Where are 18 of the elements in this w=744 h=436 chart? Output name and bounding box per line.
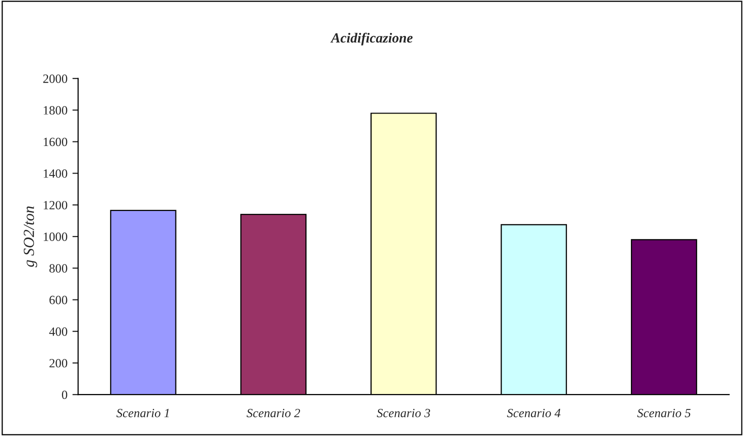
x-tick-label: Scenario 5 xyxy=(637,408,691,418)
y-axis-title: g SO2/ton xyxy=(24,206,38,268)
x-tick-label: Scenario 4 xyxy=(507,408,560,418)
y-tick-label: 1200 xyxy=(44,200,68,210)
y-tick-label: 1400 xyxy=(44,169,68,178)
y-tick-label: 1000 xyxy=(44,232,68,241)
y-tick-label: 200 xyxy=(50,358,68,368)
y-tick-label: 400 xyxy=(49,327,68,336)
x-tick-label: Scenario 2 xyxy=(246,408,300,418)
y-tick-label: 800 xyxy=(49,264,68,273)
y-tick-label: 1800 xyxy=(44,106,68,115)
y-tick-label: 0 xyxy=(62,390,68,400)
chart-title: Acidificazione xyxy=(330,32,413,46)
y-tick-label: 600 xyxy=(49,296,68,304)
x-tick-label: Scenario 1 xyxy=(116,408,169,418)
y-tick-label: 1600 xyxy=(44,138,68,146)
y-tick-label: 2000 xyxy=(43,74,68,83)
x-tick-label: Scenario 3 xyxy=(376,408,430,418)
